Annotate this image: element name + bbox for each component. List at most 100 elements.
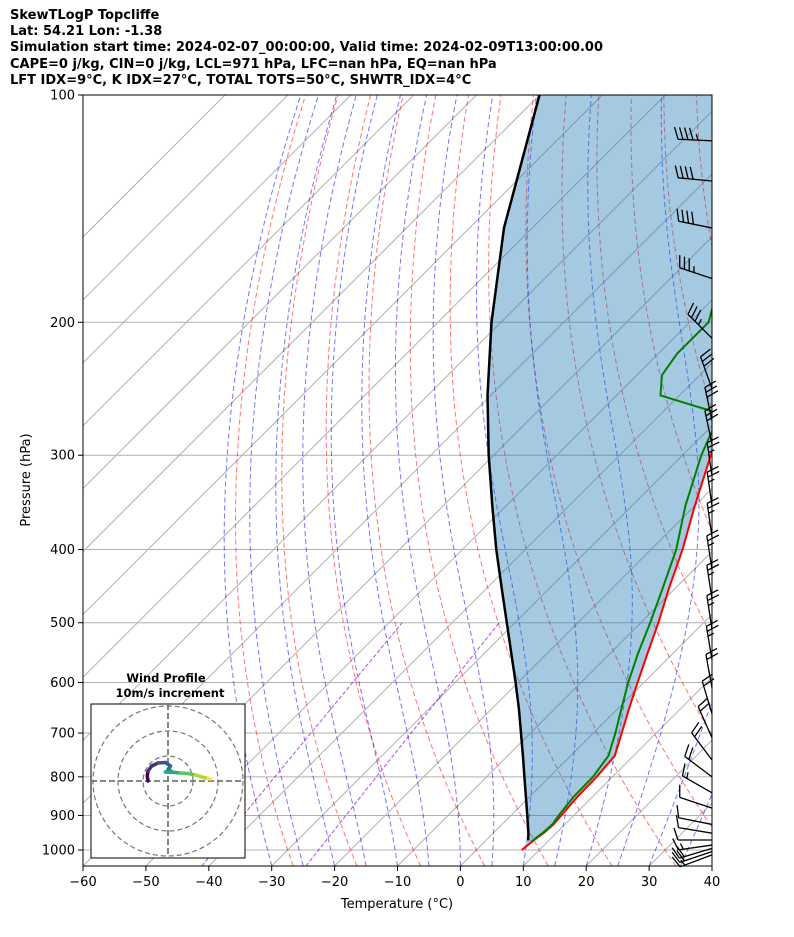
moist-adiabat xyxy=(302,95,367,866)
parcel-line xyxy=(486,95,541,841)
temperature-line xyxy=(521,449,712,851)
wind-barb xyxy=(673,126,713,142)
mixing-ratio-line xyxy=(305,622,500,866)
wind-barb-staff xyxy=(684,755,713,778)
moist-adiabat xyxy=(330,95,398,866)
wind-barb-flag xyxy=(679,165,684,179)
wind-barb xyxy=(676,208,713,229)
hodograph-title: Wind Profile xyxy=(126,671,206,685)
y-tick-label: 400 xyxy=(50,543,75,558)
isotherm-gridline xyxy=(271,424,712,866)
wind-barb-flag xyxy=(700,348,711,358)
wind-barb-flag xyxy=(671,856,681,868)
wind-barb-half-flag xyxy=(708,449,715,454)
dry-adiabat xyxy=(663,95,712,411)
isotherm-gridline xyxy=(83,95,289,301)
wind-barb-flag xyxy=(707,534,720,542)
y-tick-label: 600 xyxy=(50,676,75,691)
wind-barb-flag xyxy=(673,126,679,140)
isotherm-gridline xyxy=(334,487,712,866)
isotherm-gridline xyxy=(83,95,415,427)
wind-barb-half-flag xyxy=(708,542,715,547)
wind-barb-flag xyxy=(676,850,686,862)
wind-barb-flag xyxy=(681,209,685,223)
wind-barb-flag xyxy=(694,726,703,738)
wind-barb-flag xyxy=(671,851,681,863)
wind-barb-staff xyxy=(687,313,713,339)
wind-barb xyxy=(706,589,720,630)
wind-barb-flag xyxy=(684,744,690,757)
wind-barb-flag xyxy=(707,502,720,509)
wind-barb-flag xyxy=(701,353,713,363)
x-tick-label: −60 xyxy=(69,875,96,890)
wind-barb xyxy=(705,619,719,660)
x-tick-label: −30 xyxy=(258,875,285,890)
x-tick-label: 30 xyxy=(641,875,658,890)
wind-barb-flag xyxy=(706,529,719,537)
wind-barb-staff xyxy=(706,503,713,538)
dry-adiabat xyxy=(281,95,358,866)
wind-barb-half-flag xyxy=(707,632,714,637)
grid-layer xyxy=(83,95,712,866)
y-tick-label: 900 xyxy=(50,809,75,824)
moist-adiabat xyxy=(223,95,302,866)
wind-barb xyxy=(671,850,713,864)
wind-barb-half-flag xyxy=(697,318,702,326)
wind-barb-flag xyxy=(703,678,715,687)
wind-barb-half-flag xyxy=(695,133,699,141)
dewpoint-line xyxy=(530,305,712,843)
isotherm-gridline xyxy=(83,95,477,490)
y-axis-label: Pressure (hPa) xyxy=(19,433,34,526)
wind-barb-flag xyxy=(697,697,708,708)
x-tick-label: −10 xyxy=(384,875,411,890)
axis-layer: −60 −50 −40 −30 −20 −10 0 10 20 30 40 100 200 300 400 5… xyxy=(42,89,720,891)
moist-adiabat xyxy=(680,793,712,866)
isotherm-gridline xyxy=(83,110,712,741)
wind-barb xyxy=(675,814,713,834)
wind-barb-staff xyxy=(679,854,713,868)
wind-barb-flag xyxy=(690,306,698,319)
wind-barb-flag xyxy=(707,470,720,478)
wind-barb xyxy=(684,744,713,778)
wind-barb xyxy=(699,348,715,390)
wind-barb-flag xyxy=(706,619,718,627)
wind-barb-staff xyxy=(678,826,713,834)
wind-barb-flag xyxy=(706,497,719,504)
moist-adiabat xyxy=(648,699,712,866)
wind-barb-half-flag xyxy=(679,843,684,850)
wind-barb-flag xyxy=(676,208,680,222)
wind-barb-flag xyxy=(707,563,720,571)
wind-barb-flag xyxy=(705,647,718,656)
x-tick-label: −50 xyxy=(132,875,159,890)
isotherm-gridline xyxy=(145,299,712,866)
wind-barb-flag xyxy=(707,441,720,449)
wind-barb-half-flag xyxy=(686,772,689,779)
wind-barb-staff xyxy=(706,442,713,477)
wind-barb-staff xyxy=(678,844,713,851)
x-axis-label: Temperature (°C) xyxy=(340,897,453,912)
wind-barb-flag xyxy=(687,302,695,315)
wind-barb xyxy=(676,805,713,826)
wind-barb-staff xyxy=(706,565,713,600)
wind-barb-flag xyxy=(672,838,679,851)
wind-barb-staff xyxy=(697,706,713,738)
x-tick-label: 10 xyxy=(515,875,532,890)
wind-barb-staff xyxy=(678,138,713,142)
moist-adiabat xyxy=(361,95,430,866)
x-tick-label: 40 xyxy=(704,875,721,890)
dry-adiabat xyxy=(235,95,306,866)
location-line: Lat: 54.21 Lon: -1.38 xyxy=(10,24,163,40)
hodograph-segment xyxy=(206,776,213,781)
wind-barb-flag xyxy=(688,747,694,760)
wind-barb-flag xyxy=(706,436,719,444)
isotherm-gridline xyxy=(522,676,712,866)
y-tick-label: 200 xyxy=(50,316,75,331)
wind-barb-staff xyxy=(679,847,713,859)
wind-barbs xyxy=(671,126,720,868)
isotherm-gridline xyxy=(83,95,666,679)
parcel-shading xyxy=(487,95,712,850)
y-tick-label: 300 xyxy=(50,449,75,464)
wind-barb-flag xyxy=(706,589,719,597)
wind-barb-staff xyxy=(699,356,713,390)
